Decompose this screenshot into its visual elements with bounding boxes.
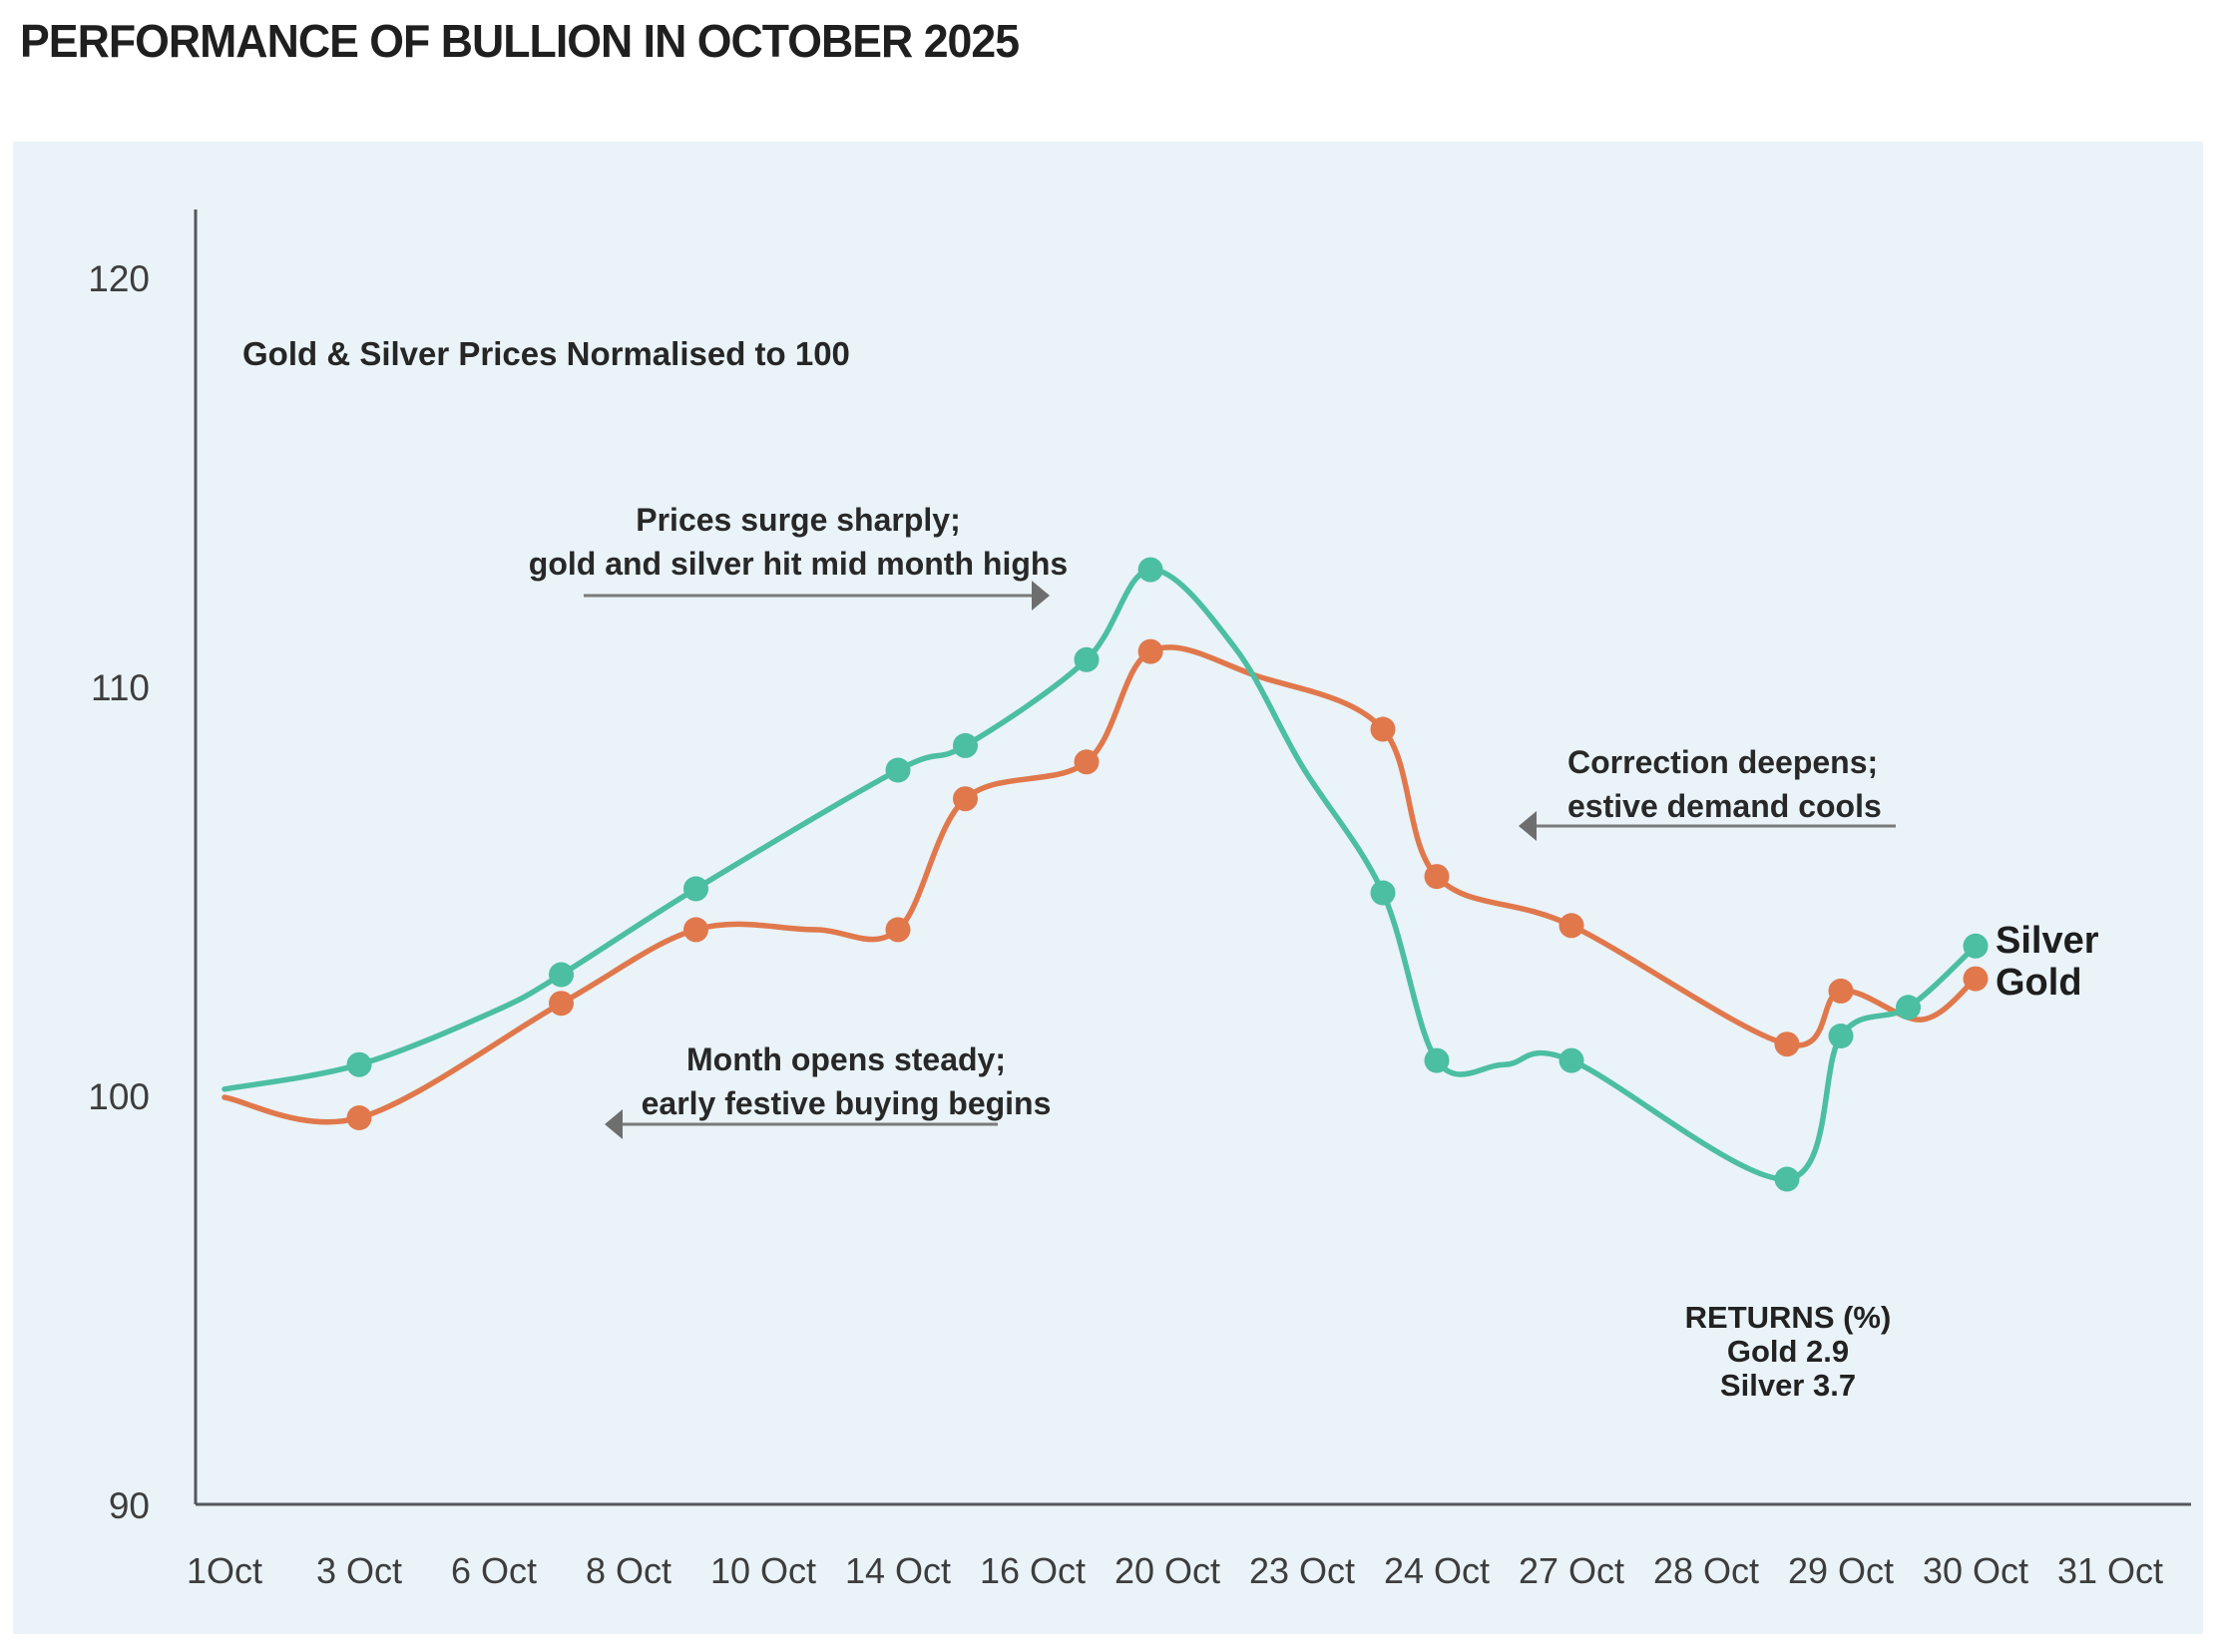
x-tick-label: 14 Oct bbox=[844, 1550, 952, 1591]
silver-marker bbox=[1370, 880, 1396, 906]
gold-marker bbox=[953, 786, 978, 812]
silver-marker bbox=[1774, 1166, 1800, 1192]
gold-marker bbox=[549, 991, 574, 1017]
gold-marker bbox=[1074, 749, 1100, 775]
gold-line bbox=[222, 644, 1979, 1125]
x-tick-label: 24 Oct bbox=[1383, 1550, 1491, 1591]
silver-marker bbox=[1963, 933, 1989, 959]
x-tick-label: 27 Oct bbox=[1518, 1550, 1625, 1591]
y-tick-label: 90 bbox=[108, 1485, 150, 1526]
chart-subtitle: Gold & Silver Prices Normalised to 100 bbox=[242, 335, 850, 372]
silver-marker bbox=[953, 732, 978, 758]
gold-marker bbox=[346, 1105, 372, 1130]
silver-marker bbox=[1896, 995, 1921, 1021]
gold-marker bbox=[1774, 1032, 1800, 1057]
annotation-surge-line2: gold and silver hit mid month highs bbox=[528, 546, 1069, 582]
gold-marker bbox=[1137, 638, 1163, 664]
silver-marker bbox=[683, 876, 708, 902]
y-tick-label: 100 bbox=[88, 1076, 150, 1117]
returns-heading: RETURNS (%) bbox=[1684, 1300, 1892, 1335]
gold-marker bbox=[1370, 716, 1396, 742]
series-label-silver: Silver bbox=[1996, 920, 2099, 962]
annotation-surge-arrow-icon bbox=[1032, 581, 1050, 611]
chart-panel bbox=[13, 142, 2203, 1634]
annotation-correction-line1: Correction deepens; bbox=[1567, 744, 1879, 780]
silver-marker bbox=[1559, 1047, 1584, 1073]
page-title: PERFORMANCE OF BULLION IN OCTOBER 2025 bbox=[20, 15, 1020, 67]
annotation-open-arrow-icon bbox=[605, 1109, 623, 1139]
x-tick-label: 28 Oct bbox=[1652, 1550, 1760, 1591]
x-tick-label: 20 Oct bbox=[1114, 1550, 1221, 1591]
x-tick-label: 16 Oct bbox=[979, 1550, 1087, 1591]
returns-silver: Silver 3.7 bbox=[1719, 1368, 1857, 1403]
x-tick-label: 6 Oct bbox=[450, 1550, 538, 1591]
annotation-open-line1: Month opens steady; bbox=[685, 1041, 1006, 1077]
y-tick-label: 120 bbox=[88, 258, 150, 299]
x-tick-label: 3 Oct bbox=[315, 1550, 403, 1591]
annotation-surge-line1: Prices surge sharply; bbox=[636, 502, 961, 538]
silver-marker bbox=[1828, 1024, 1854, 1048]
annotation-correction-line2: estive demand cools bbox=[1567, 788, 1882, 824]
silver-line bbox=[222, 567, 1979, 1182]
gold-marker bbox=[1424, 864, 1450, 890]
silver-marker bbox=[346, 1051, 372, 1077]
x-tick-label: 31 Oct bbox=[2056, 1550, 2164, 1591]
silver-marker bbox=[1424, 1047, 1450, 1073]
x-tick-label: 1Oct bbox=[186, 1550, 263, 1591]
x-tick-label: 8 Oct bbox=[585, 1550, 672, 1591]
x-tick-label: 10 Oct bbox=[709, 1550, 817, 1591]
gold-marker bbox=[885, 917, 911, 943]
annotation-open-line2: early festive buying begins bbox=[641, 1085, 1052, 1121]
gold-marker bbox=[1828, 978, 1854, 1004]
annotation-surge: Prices surge sharply; gold and silver hi… bbox=[519, 498, 1078, 586]
x-tick-label: 30 Oct bbox=[1922, 1550, 2029, 1591]
gold-marker bbox=[683, 917, 708, 943]
returns-gold: Gold 2.9 bbox=[1726, 1334, 1850, 1369]
gold-marker bbox=[1963, 966, 1989, 992]
x-tick-label: 23 Oct bbox=[1248, 1550, 1356, 1591]
silver-marker bbox=[1074, 646, 1100, 672]
silver-marker bbox=[549, 962, 574, 988]
gold-marker bbox=[1559, 913, 1584, 939]
annotation-open: Month opens steady; early festive buying… bbox=[597, 1037, 1096, 1125]
x-tick-label: 29 Oct bbox=[1787, 1550, 1895, 1591]
returns-note: RETURNS (%) Gold 2.9 Silver 3.7 bbox=[1623, 1301, 1953, 1403]
y-tick-label: 110 bbox=[91, 667, 150, 708]
silver-marker bbox=[885, 757, 911, 783]
annotation-correction: Correction deepens; estive demand cools bbox=[1567, 740, 2046, 828]
silver-marker bbox=[1137, 557, 1163, 583]
series-label-gold: Gold bbox=[1996, 962, 2082, 1004]
annotation-correction-arrow-icon bbox=[1519, 811, 1537, 841]
